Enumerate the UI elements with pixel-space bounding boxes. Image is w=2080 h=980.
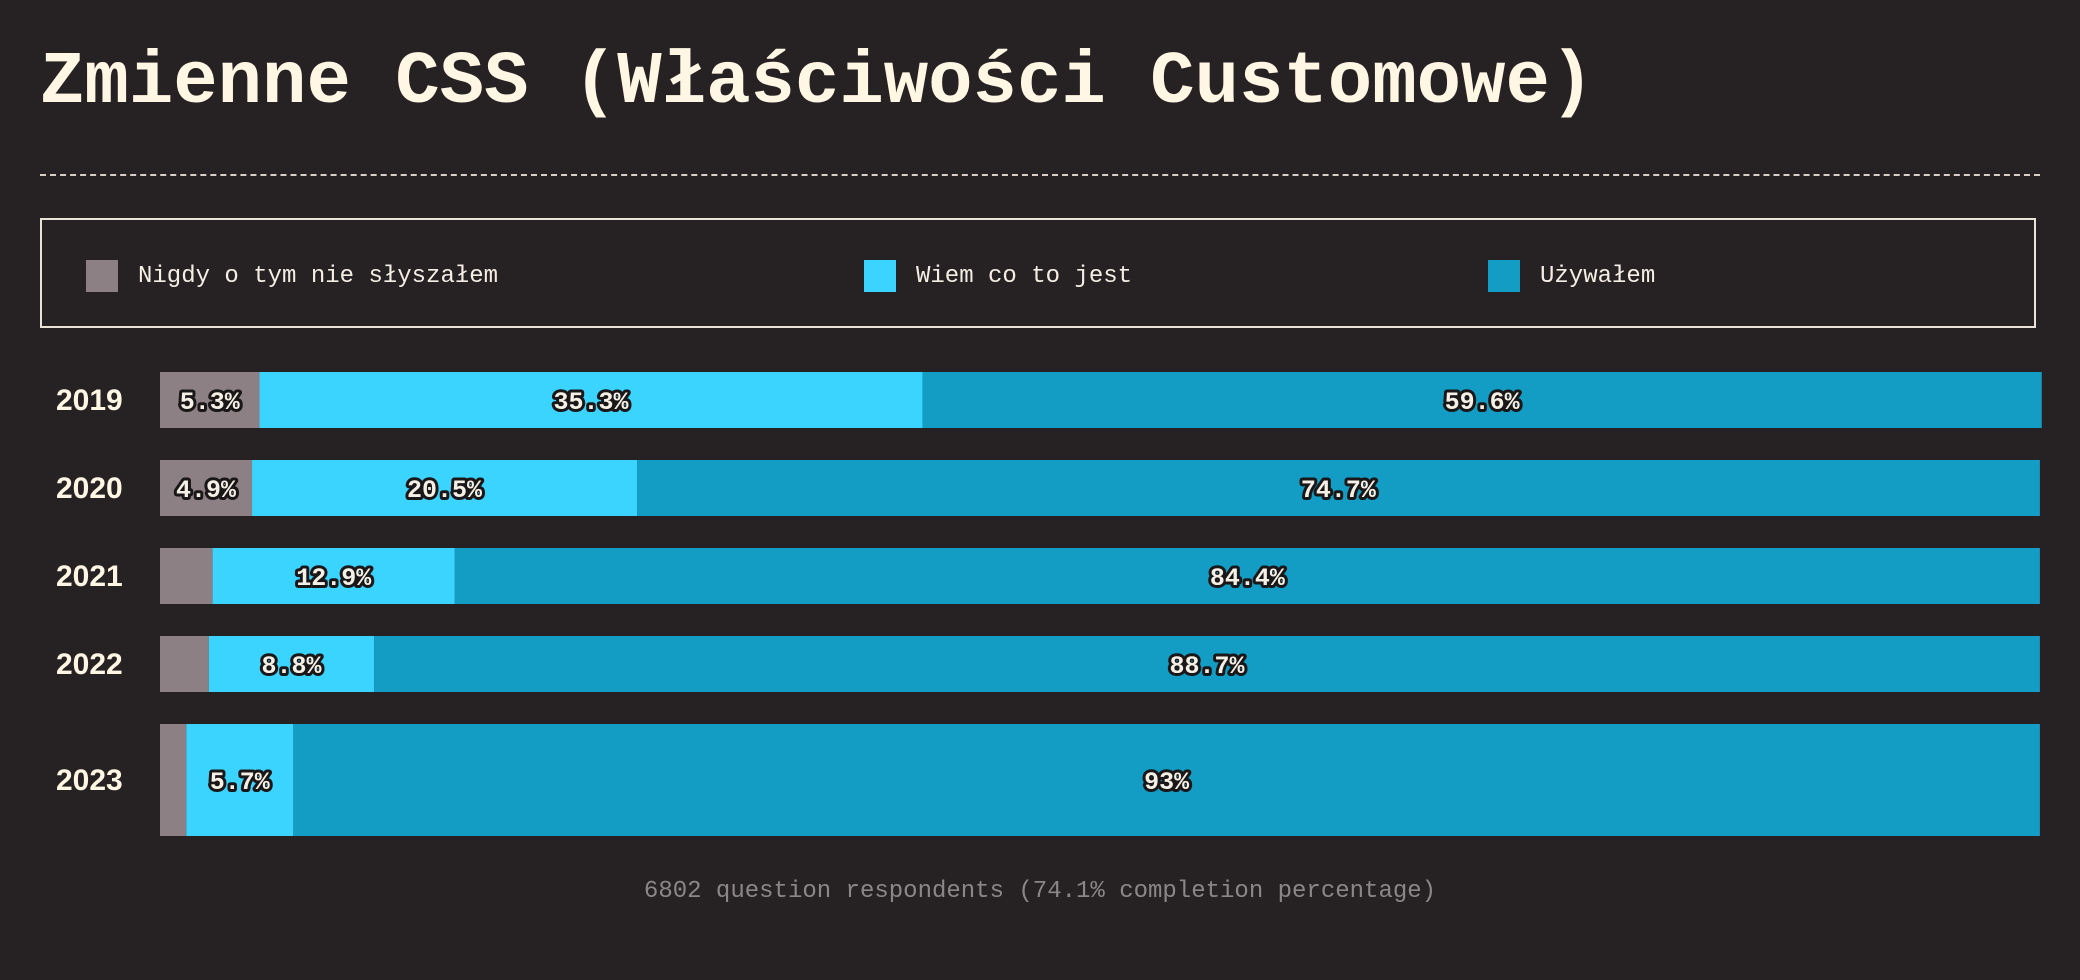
bar-segment-nigdy-o-tym-nie-slyszalem-2020[interactable] [160,460,253,516]
bar-segment-uzywalem-2023[interactable] [293,724,2040,836]
legend-item-never-heard[interactable]: Nigdy o tym nie słyszałem [86,260,498,292]
title-divider [40,174,2040,176]
data-label-uzywalem-2023: 93% [1144,768,1190,797]
category-label-2021: 2021 [56,560,123,593]
data-label-uzywalem-2020: 74.7% [1301,476,1377,505]
legend-item-used-it[interactable]: Używałem [1488,260,1655,292]
bar-segment-wiem-co-to-jest-2021[interactable] [212,548,455,604]
legend-label-know-what-it-is: Wiem co to jest [916,262,1133,290]
bar-segment-uzywalem-2022[interactable] [374,636,2040,692]
data-label-uzywalem-2022: 88.7% [1169,652,1245,681]
category-label-2023: 2023 [56,764,123,797]
data-label-uzywalem-2019: 59.6% [1445,388,1521,417]
data-label-wiem-co-to-jest-2023: 5.7% [210,768,271,797]
bar-segment-nigdy-o-tym-nie-slyszalem-2023[interactable] [160,724,187,836]
bar-segment-uzywalem-2021[interactable] [454,548,2040,604]
bar-segment-wiem-co-to-jest-2019[interactable] [259,372,923,428]
chart-title: Zmienne CSS (Właściwości Customowe) [40,41,1595,125]
category-label-2019: 2019 [56,384,123,417]
bar-segment-nigdy-o-tym-nie-slyszalem-2021[interactable] [160,548,213,604]
bar-segment-wiem-co-to-jest-2020[interactable] [252,460,638,516]
data-label-wiem-co-to-jest-2020: 20.5% [407,476,483,505]
data-label-wiem-co-to-jest-2019: 35.3% [553,388,629,417]
legend-swatch-never-heard [86,260,118,292]
data-label-nigdy-o-tym-nie-slyszalem-2020: 4.9% [176,476,237,505]
legend-label-used-it: Używałem [1540,262,1656,290]
legend-swatch-used-it [1488,260,1520,292]
bar-segment-wiem-co-to-jest-2022[interactable] [208,636,375,692]
bar-segment-uzywalem-2020[interactable] [637,460,2040,516]
respondents-footer: 6802 question respondents (74.1% complet… [643,878,1437,905]
category-label-2022: 2022 [56,648,123,681]
bar-segment-uzywalem-2019[interactable] [922,372,2042,428]
legend: Nigdy o tym nie słyszałem Wiem co to jes… [40,218,2036,328]
data-label-wiem-co-to-jest-2021: 12.9% [296,564,372,593]
category-label-2020: 2020 [56,472,123,505]
legend-swatch-know-what-it-is [864,260,896,292]
bar-segment-nigdy-o-tym-nie-slyszalem-2022[interactable] [160,636,209,692]
bar-segment-wiem-co-to-jest-2023[interactable] [186,724,294,836]
data-label-nigdy-o-tym-nie-slyszalem-2019: 5.3% [180,388,241,417]
data-label-uzywalem-2021: 84.4% [1210,564,1286,593]
legend-item-know-what-it-is[interactable]: Wiem co to jest [864,260,1132,292]
legend-label-never-heard: Nigdy o tym nie słyszałem [138,262,499,290]
data-label-wiem-co-to-jest-2022: 8.8% [261,652,322,681]
bar-segment-nigdy-o-tym-nie-slyszalem-2019[interactable] [160,372,260,428]
